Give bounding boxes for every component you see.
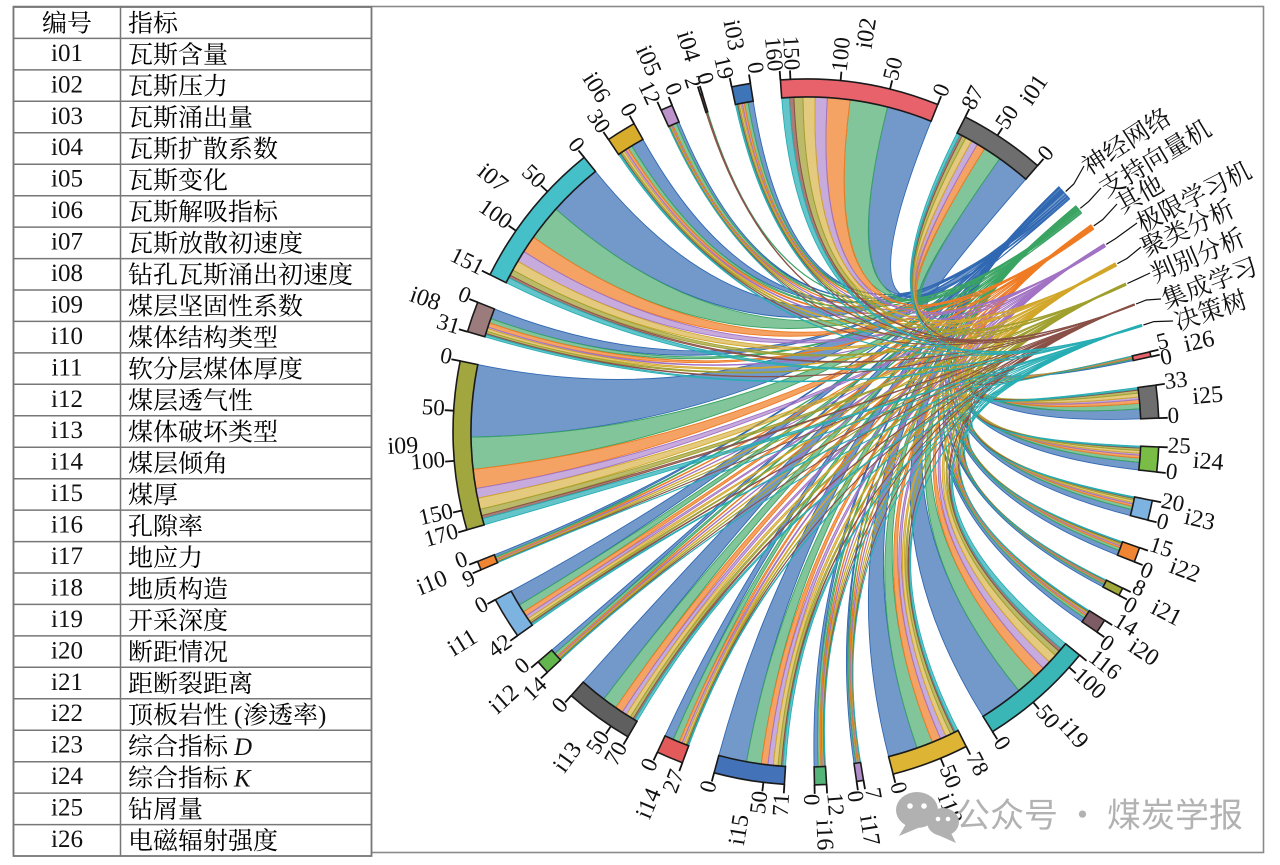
svg-text:0: 0 (1158, 343, 1174, 370)
svg-text:i02: i02 (51, 71, 83, 98)
svg-text:i22: i22 (51, 700, 83, 727)
svg-text:0: 0 (842, 789, 868, 804)
svg-text:i20: i20 (51, 637, 83, 664)
svg-text:71: 71 (768, 792, 794, 816)
svg-text:D: D (233, 734, 252, 761)
svg-text:0: 0 (742, 60, 768, 75)
svg-text:i02: i02 (852, 16, 882, 50)
svg-text:7: 7 (860, 786, 887, 802)
svg-text:i23: i23 (51, 732, 83, 759)
svg-text:i24: i24 (1192, 448, 1225, 476)
svg-text:i08: i08 (51, 260, 83, 287)
svg-text:i09: i09 (387, 433, 419, 460)
svg-text:i15: i15 (724, 813, 755, 847)
svg-text:i05: i05 (51, 166, 83, 193)
svg-text:100: 100 (410, 447, 446, 475)
svg-text:i17: i17 (51, 543, 83, 570)
svg-text:100: 100 (827, 36, 855, 73)
svg-text:33: 33 (1163, 366, 1189, 394)
svg-text:i25: i25 (51, 795, 83, 822)
svg-text:20: 20 (1159, 488, 1186, 517)
svg-text:i01: i01 (51, 40, 83, 67)
svg-text:0: 0 (1165, 458, 1179, 484)
svg-text:0: 0 (1167, 403, 1179, 428)
svg-text:i13: i13 (51, 417, 83, 444)
svg-text:(: ( (234, 703, 242, 730)
svg-text:i18: i18 (51, 574, 83, 601)
svg-text:50: 50 (421, 394, 445, 420)
svg-text:50: 50 (745, 790, 773, 816)
svg-text:i19: i19 (51, 606, 83, 633)
svg-text:i17: i17 (854, 813, 884, 847)
svg-text:i07: i07 (51, 229, 83, 256)
svg-text:i03: i03 (718, 18, 749, 53)
svg-text:160: 160 (760, 36, 788, 73)
svg-text:0: 0 (438, 342, 454, 369)
svg-text:19: 19 (709, 54, 739, 82)
svg-text:i14: i14 (51, 449, 83, 476)
svg-text:25: 25 (1167, 433, 1191, 459)
svg-text:i11: i11 (51, 354, 82, 381)
svg-text:0: 0 (799, 794, 824, 806)
svg-text:12: 12 (822, 792, 849, 817)
svg-text:i04: i04 (51, 134, 83, 161)
svg-text:i21: i21 (51, 669, 83, 696)
svg-text:i06: i06 (51, 197, 83, 224)
svg-text:i15: i15 (51, 480, 83, 507)
svg-text:i26: i26 (51, 826, 83, 853)
svg-text:K: K (233, 765, 252, 792)
svg-text:): ) (318, 703, 326, 730)
svg-text:i16: i16 (51, 512, 83, 539)
svg-text:i12: i12 (51, 386, 83, 413)
svg-text:i10: i10 (51, 323, 83, 350)
svg-text:i16: i16 (810, 819, 837, 851)
svg-text:i09: i09 (51, 291, 83, 318)
svg-text:i24: i24 (51, 763, 83, 790)
svg-text:150: 150 (778, 35, 804, 71)
svg-text:i03: i03 (51, 103, 83, 130)
svg-text:i25: i25 (1191, 382, 1224, 411)
